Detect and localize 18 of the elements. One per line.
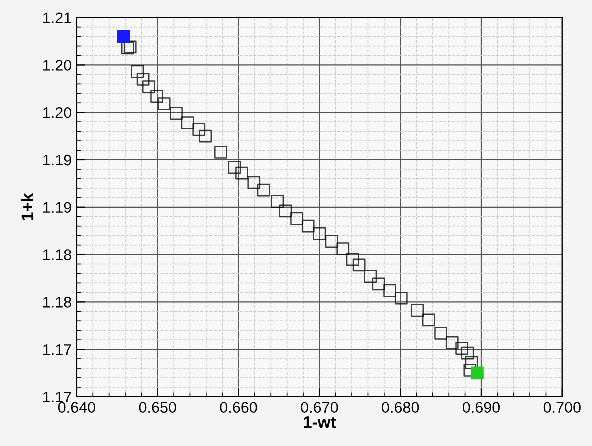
x-tick-label: 0.680	[382, 402, 420, 414]
y-tick-label: 1.18	[44, 250, 72, 260]
x-tick-label: 0.660	[220, 402, 258, 414]
x-tick-label: 0.700	[544, 402, 581, 414]
y-axis-title: 1+k	[21, 193, 34, 220]
x-axis-title: 1-wt	[304, 416, 336, 428]
y-tick-label: 1.18	[44, 297, 72, 308]
x-tick-label: 0.690	[462, 402, 500, 414]
x-tick-label: 0.650	[139, 402, 176, 414]
y-tick-label: 1.17	[44, 392, 72, 402]
x-tick-label: 0.670	[301, 402, 338, 414]
y-tick-label: 1.20	[44, 107, 72, 118]
y-tick-label: 1.17	[44, 344, 72, 356]
y-tick-label: 1.19	[44, 154, 72, 166]
x-tick-label: 0.640	[58, 402, 96, 414]
y-tick-label: 1.21	[44, 12, 72, 24]
y-tick-label: 1.19	[44, 202, 72, 214]
y-tick-label: 1.20	[44, 60, 72, 71]
